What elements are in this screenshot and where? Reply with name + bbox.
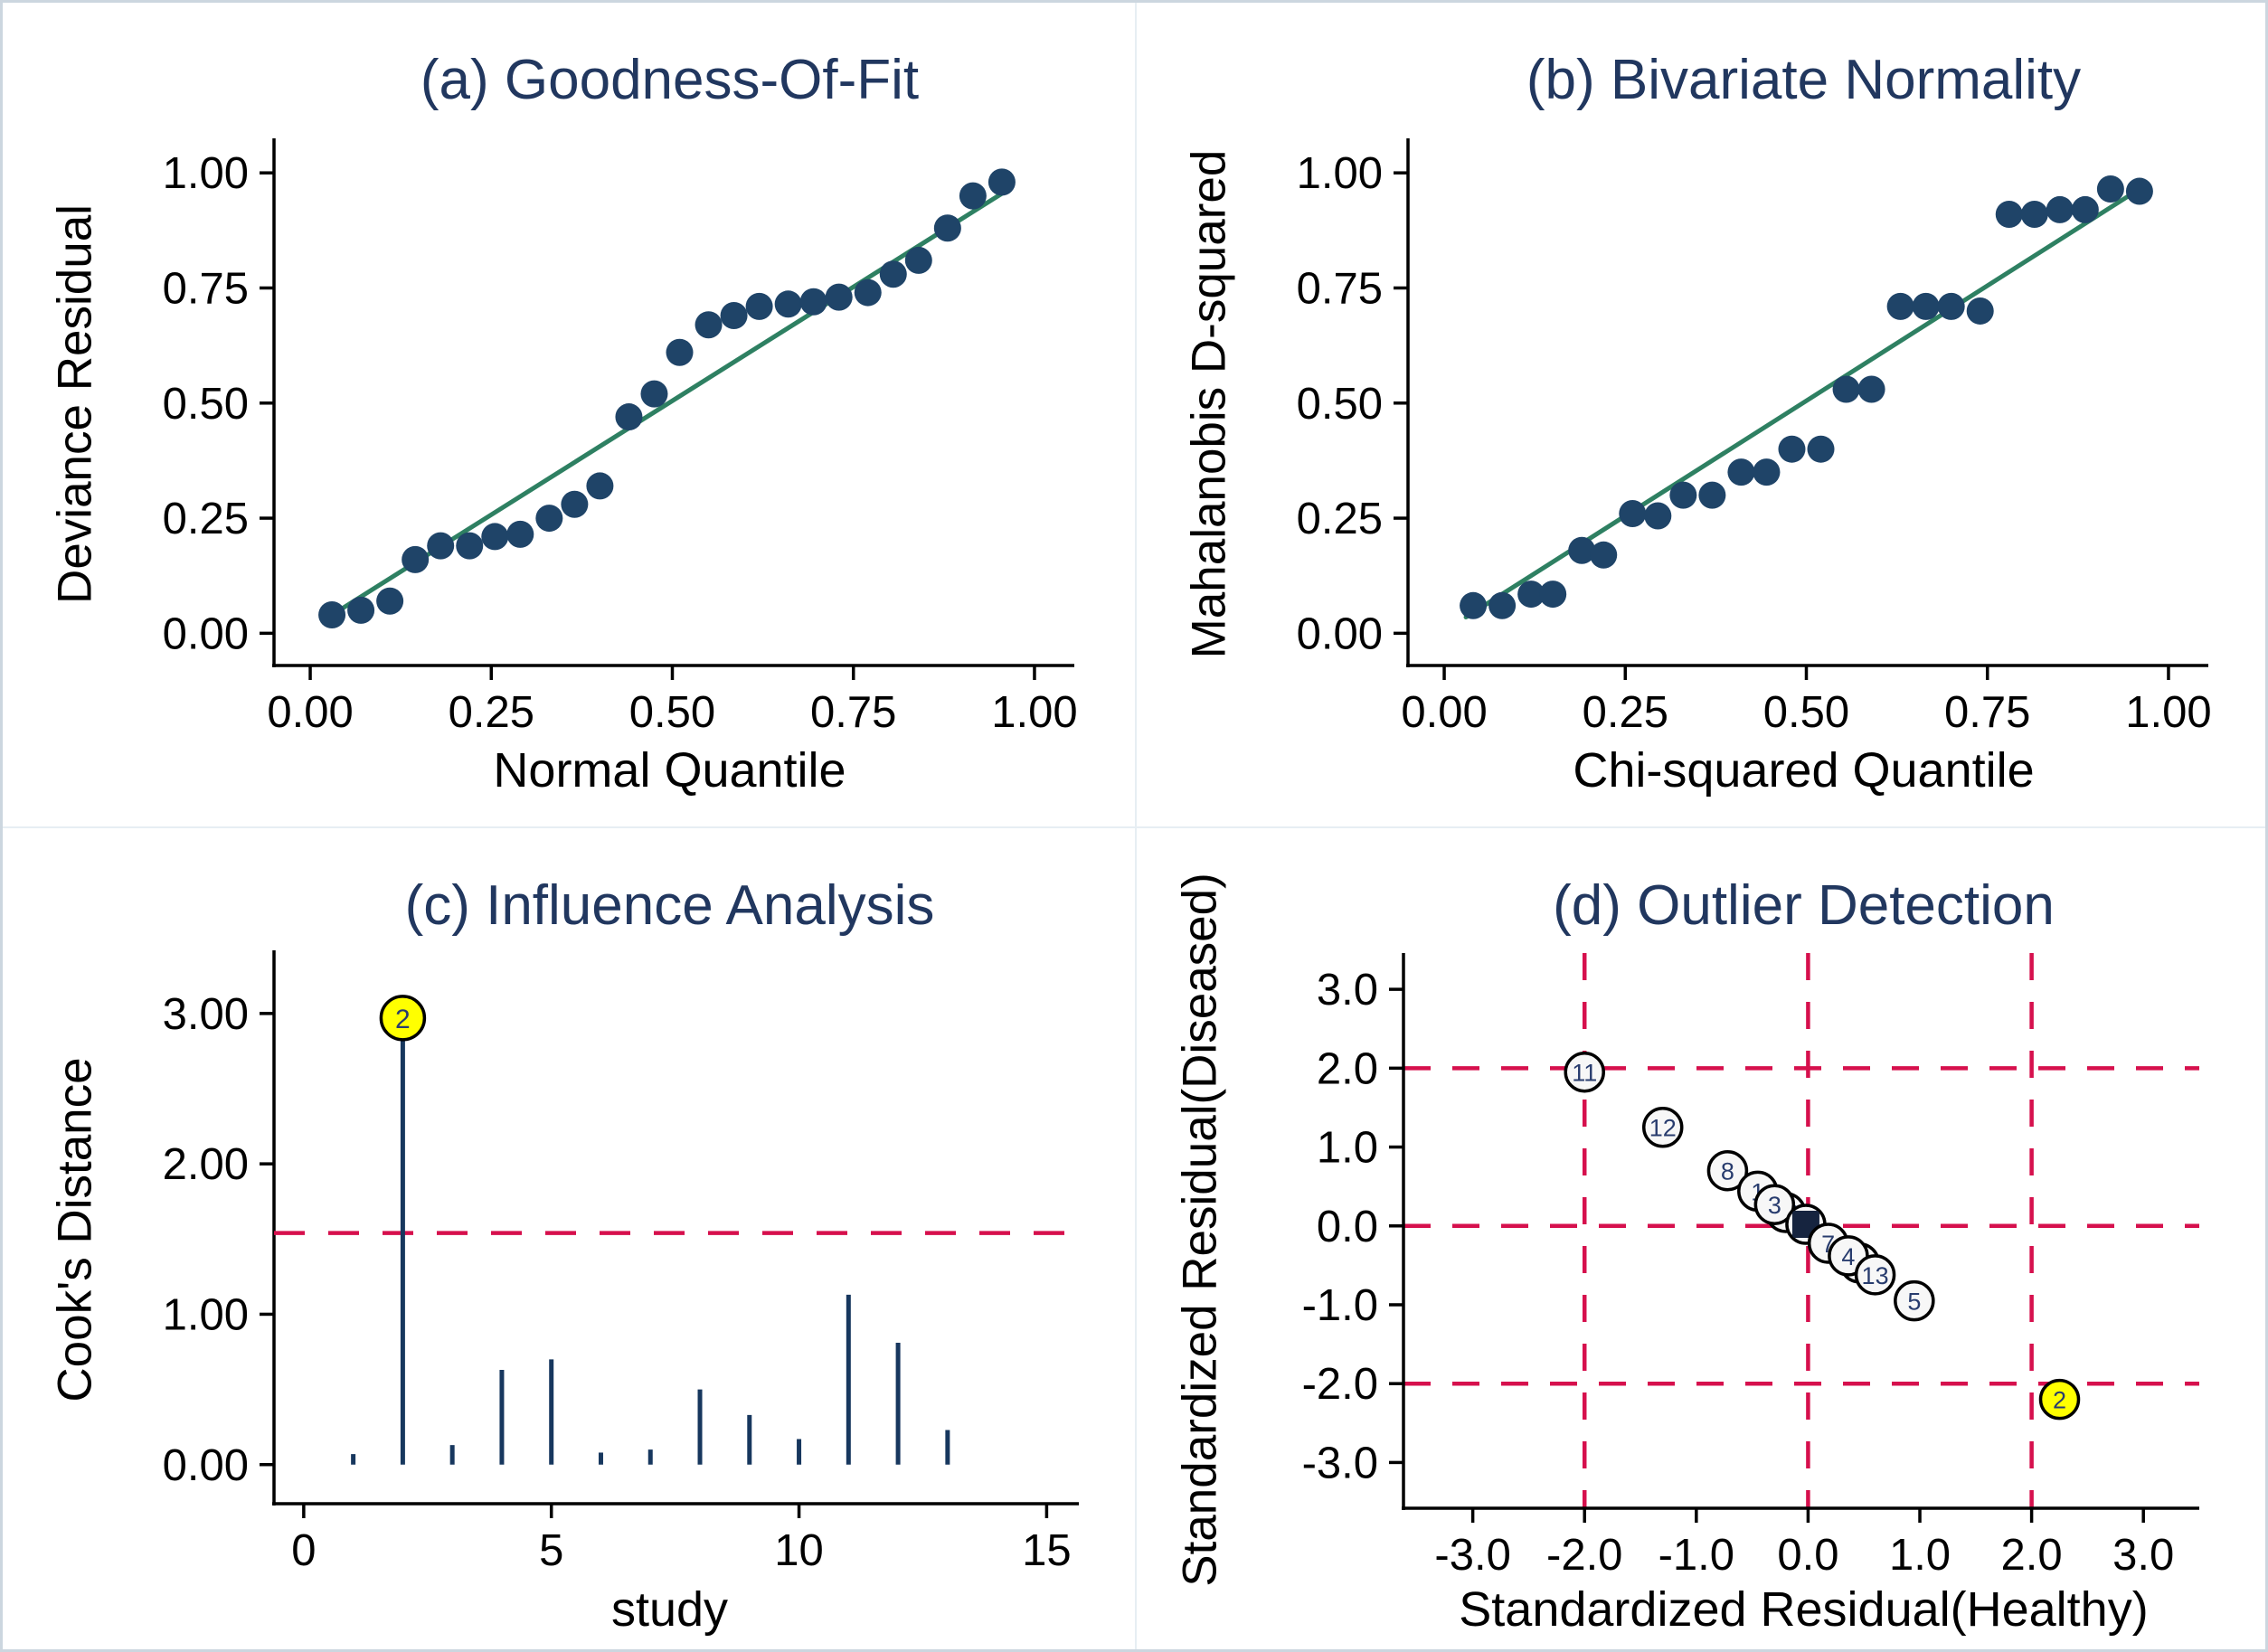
svg-text:13: 13 — [1862, 1262, 1889, 1289]
svg-text:2.0: 2.0 — [2001, 1531, 2063, 1580]
svg-text:0.25: 0.25 — [1583, 688, 1668, 737]
svg-text:2.00: 2.00 — [163, 1140, 249, 1189]
svg-text:2: 2 — [395, 1005, 411, 1034]
svg-text:0.75: 0.75 — [1944, 688, 2030, 737]
svg-text:8: 8 — [1721, 1158, 1734, 1185]
svg-text:0.50: 0.50 — [629, 688, 715, 737]
svg-text:1.00: 1.00 — [163, 1290, 249, 1339]
svg-text:-3.0: -3.0 — [1434, 1531, 1510, 1580]
svg-text:0.75: 0.75 — [1297, 264, 1383, 313]
svg-text:0.00: 0.00 — [1401, 688, 1487, 737]
panel-c-plot-area: 0 5 10 15 0.00 1.00 2.00 3.00 2 — [163, 950, 1079, 1575]
svg-text:-1.0: -1.0 — [1302, 1281, 1378, 1330]
svg-text:15: 15 — [1022, 1526, 1072, 1575]
horizontal-panel-divider — [3, 826, 2265, 828]
svg-text:10: 10 — [774, 1526, 824, 1575]
svg-text:0.75: 0.75 — [163, 264, 249, 313]
svg-text:0: 0 — [291, 1526, 316, 1575]
svg-text:0.25: 0.25 — [163, 495, 249, 543]
svg-text:12: 12 — [1649, 1115, 1677, 1142]
svg-text:1.00: 1.00 — [2125, 688, 2211, 737]
panel-a-plot-area: 0.00 0.25 0.50 0.75 1.00 0.00 0.25 0.50 0.75 1.00 — [163, 138, 1078, 737]
svg-text:1.0: 1.0 — [1317, 1124, 1378, 1173]
svg-text:3.00: 3.00 — [163, 990, 249, 1039]
svg-text:-2.0: -2.0 — [1546, 1531, 1622, 1580]
svg-text:0.0: 0.0 — [1317, 1203, 1378, 1251]
panel-d-title: (d) Outlier Detection — [1553, 874, 2055, 937]
panel-b-title: (b) Bivariate Normality — [1526, 49, 2082, 111]
svg-text:5: 5 — [539, 1526, 563, 1575]
panel-a-x-axis-label: Normal Quantile — [493, 743, 846, 798]
panel-c-title: (c) Influence Analysis — [404, 874, 935, 937]
svg-text:1.00: 1.00 — [1297, 149, 1383, 198]
svg-text:3.0: 3.0 — [2112, 1531, 2174, 1580]
panel-bivariate-normality: (b) Bivariate Normality Mahalanobis D-sq… — [1137, 3, 2265, 828]
svg-text:3.0: 3.0 — [1317, 966, 1378, 1015]
svg-text:0.00: 0.00 — [267, 688, 353, 737]
svg-text:-1.0: -1.0 — [1658, 1531, 1734, 1580]
svg-text:1.0: 1.0 — [1889, 1531, 1951, 1580]
svg-text:-3.0: -3.0 — [1302, 1439, 1378, 1487]
panel-a-title: (a) Goodness-Of-Fit — [420, 49, 920, 111]
svg-text:0.50: 0.50 — [1297, 380, 1383, 429]
panel-goodness-of-fit: (a) Goodness-Of-Fit Deviance Residual 0.… — [3, 3, 1137, 828]
panel-c-x-axis-label: study — [610, 1582, 729, 1637]
svg-text:1.00: 1.00 — [991, 688, 1077, 737]
svg-text:5: 5 — [1907, 1289, 1921, 1316]
svg-text:-2.0: -2.0 — [1302, 1360, 1378, 1409]
svg-text:11: 11 — [1572, 1060, 1597, 1087]
svg-text:4: 4 — [1841, 1243, 1855, 1270]
svg-text:0.00: 0.00 — [163, 609, 249, 658]
svg-text:0.75: 0.75 — [810, 688, 896, 737]
svg-text:2: 2 — [2053, 1387, 2066, 1414]
panel-b-plot-area: 0.00 0.25 0.50 0.75 1.00 0.00 0.25 0.50 0.75 1.00 — [1297, 138, 2212, 737]
panel-d-x-axis-label: Standardized Residual(Healthy) — [1459, 1582, 2149, 1637]
panel-d-plot-area: -3.0 -2.0 -1.0 0.0 1.0 2.0 3.0 -3.0 -2.0 -1.0 0.0 1… — [1302, 953, 2199, 1580]
svg-text:3: 3 — [1768, 1192, 1781, 1219]
svg-text:0.50: 0.50 — [163, 380, 249, 429]
svg-text:0.00: 0.00 — [1297, 609, 1383, 658]
svg-text:0.0: 0.0 — [1777, 1531, 1838, 1580]
svg-text:0.50: 0.50 — [1763, 688, 1849, 737]
svg-text:2.0: 2.0 — [1317, 1044, 1378, 1093]
panel-b-x-axis-label: Chi-squared Quantile — [1573, 743, 2035, 798]
vertical-panel-divider — [1135, 3, 1137, 1649]
panel-influence-analysis: (c) Influence Analysis Cook's Distance 0… — [3, 828, 1137, 1649]
svg-text:0.25: 0.25 — [1297, 495, 1383, 543]
svg-text:0.00: 0.00 — [163, 1441, 249, 1490]
svg-text:1.00: 1.00 — [163, 149, 249, 198]
svg-text:0.25: 0.25 — [449, 688, 534, 737]
panel-outlier-detection: (d) Outlier Detection Standardized Resid… — [1137, 828, 2265, 1649]
